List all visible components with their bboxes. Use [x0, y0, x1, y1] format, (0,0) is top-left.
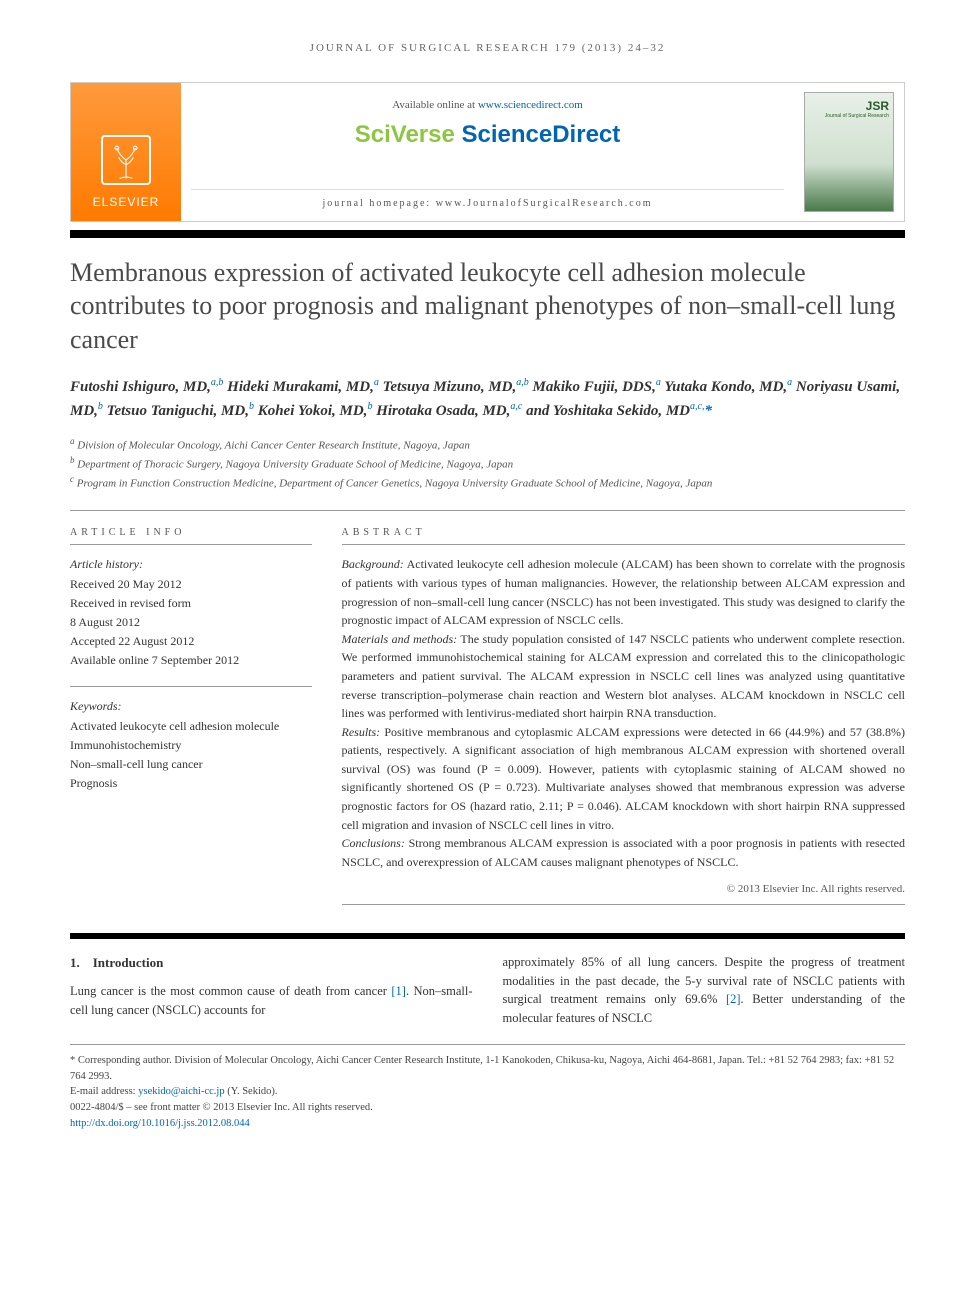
available-online-line: Available online at www.sciencedirect.co…: [191, 97, 784, 114]
keyword-item: Non–small-cell lung cancer: [70, 755, 312, 774]
affiliation-b: b Department of Thoracic Surgery, Nagoya…: [70, 454, 905, 473]
article-info-rule: [70, 544, 312, 545]
article-info-label: ARTICLE INFO: [70, 525, 312, 540]
issn-line: 0022-4804/$ – see front matter © 2013 El…: [70, 1100, 905, 1116]
keyword-item: Activated leukocyte cell adhesion molecu…: [70, 717, 312, 736]
divider-bar-mid: [70, 933, 905, 939]
masthead-center: Available online at www.sciencedirect.co…: [181, 83, 794, 221]
abstract-conclusions-text: Strong membranous ALCAM expression is as…: [342, 836, 906, 869]
history-revised-line1: Received in revised form: [70, 594, 312, 613]
abstract-background-text: Activated leukocyte cell adhesion molecu…: [342, 557, 906, 627]
affiliation-b-text: Department of Thoracic Surgery, Nagoya U…: [77, 459, 513, 471]
abstract-bottom-rule: [342, 904, 906, 905]
email-line: E-mail address: ysekido@aichi-cc.jp (Y. …: [70, 1084, 905, 1100]
body-column-left: 1. Introduction Lung cancer is the most …: [70, 953, 473, 1028]
masthead: ELSEVIER Available online at www.science…: [70, 82, 905, 222]
article-title: Membranous expression of activated leuko…: [70, 256, 905, 357]
body-column-right: approximately 85% of all lung cancers. D…: [503, 953, 906, 1028]
history-received: Received 20 May 2012: [70, 575, 312, 594]
divider-bar-top: [70, 230, 905, 238]
abstract-label: ABSTRACT: [342, 525, 906, 540]
abstract-rule: [342, 544, 906, 545]
affiliation-a-text: Division of Molecular Oncology, Aichi Ca…: [77, 440, 470, 452]
affiliation-c: c Program in Function Construction Medic…: [70, 473, 905, 492]
article-history: Article history: Received 20 May 2012 Re…: [70, 555, 312, 670]
intro-paragraph-left: Lung cancer is the most common cause of …: [70, 982, 473, 1020]
available-prefix: Available online at: [392, 99, 478, 111]
corresponding-author-note: * Corresponding author. Division of Mole…: [70, 1053, 905, 1085]
abstract-background-label: Background:: [342, 557, 404, 571]
journal-cover-thumb: JSR Journal of Surgical Research: [804, 92, 894, 212]
affiliation-a: a Division of Molecular Oncology, Aichi …: [70, 435, 905, 454]
abstract-results-text: Positive membranous and cytoplasmic ALCA…: [342, 725, 906, 832]
journal-homepage-line: journal homepage: www.JournalofSurgicalR…: [191, 189, 784, 211]
brand-sciencedirect: ScienceDirect: [462, 121, 621, 148]
corr-text: Division of Molecular Oncology, Aichi Ca…: [70, 1055, 894, 1082]
history-label: Article history:: [70, 555, 312, 574]
brand-sciverse: SciVerse: [355, 121, 462, 148]
info-abstract-row: ARTICLE INFO Article history: Received 2…: [70, 525, 905, 915]
rule-above-columns: [70, 510, 905, 511]
email-suffix: (Y. Sekido).: [225, 1086, 278, 1097]
history-accepted: Accepted 22 August 2012: [70, 632, 312, 651]
affiliations: a Division of Molecular Oncology, Aichi …: [70, 435, 905, 492]
abstract-column: ABSTRACT Background: Activated leukocyte…: [342, 525, 906, 915]
introduction-heading: 1. Introduction: [70, 953, 473, 973]
author-list: Futoshi Ishiguro, MD,a,b Hideki Murakami…: [70, 375, 905, 423]
keyword-item: Immunohistochemistry: [70, 736, 312, 755]
history-online: Available online 7 September 2012: [70, 651, 312, 670]
elsevier-tree-icon: [101, 135, 151, 185]
corr-label: * Corresponding author.: [70, 1055, 172, 1066]
running-head: JOURNAL OF SURGICAL RESEARCH 179 (2013) …: [70, 40, 905, 57]
keyword-item: Prognosis: [70, 774, 312, 793]
email-link[interactable]: ysekido@aichi-cc.jp: [138, 1086, 224, 1097]
email-label: E-mail address:: [70, 1086, 138, 1097]
elsevier-label: ELSEVIER: [93, 193, 160, 211]
journal-cover-block: JSR Journal of Surgical Research: [794, 83, 904, 221]
abstract-results-label: Results:: [342, 725, 381, 739]
keywords-rule: [70, 686, 312, 687]
history-revised-line2: 8 August 2012: [70, 613, 312, 632]
affiliation-c-text: Program in Function Construction Medicin…: [77, 478, 713, 490]
article-info-column: ARTICLE INFO Article history: Received 2…: [70, 525, 312, 915]
homepage-prefix: journal homepage:: [323, 198, 436, 209]
doi-link[interactable]: http://dx.doi.org/10.1016/j.jss.2012.08.…: [70, 1118, 250, 1129]
homepage-url: www.JournalofSurgicalResearch.com: [436, 198, 653, 209]
journal-cover-subtitle: Journal of Surgical Research: [825, 113, 889, 121]
abstract-methods-label: Materials and methods:: [342, 632, 458, 646]
intro-paragraph-right: approximately 85% of all lung cancers. D…: [503, 953, 906, 1028]
keywords-label: Keywords:: [70, 697, 312, 716]
publisher-logo-block: ELSEVIER: [71, 83, 181, 221]
body-columns: 1. Introduction Lung cancer is the most …: [70, 953, 905, 1028]
sciencedirect-link[interactable]: www.sciencedirect.com: [478, 99, 583, 111]
page: JOURNAL OF SURGICAL RESEARCH 179 (2013) …: [0, 0, 975, 1162]
sciverse-brand: SciVerse ScienceDirect: [191, 117, 784, 153]
footnotes: * Corresponding author. Division of Mole…: [70, 1044, 905, 1132]
abstract-body: Background: Activated leukocyte cell adh…: [342, 555, 906, 871]
abstract-copyright: © 2013 Elsevier Inc. All rights reserved…: [342, 881, 906, 898]
abstract-conclusions-label: Conclusions:: [342, 836, 405, 850]
keywords-block: Keywords: Activated leukocyte cell adhes…: [70, 697, 312, 793]
